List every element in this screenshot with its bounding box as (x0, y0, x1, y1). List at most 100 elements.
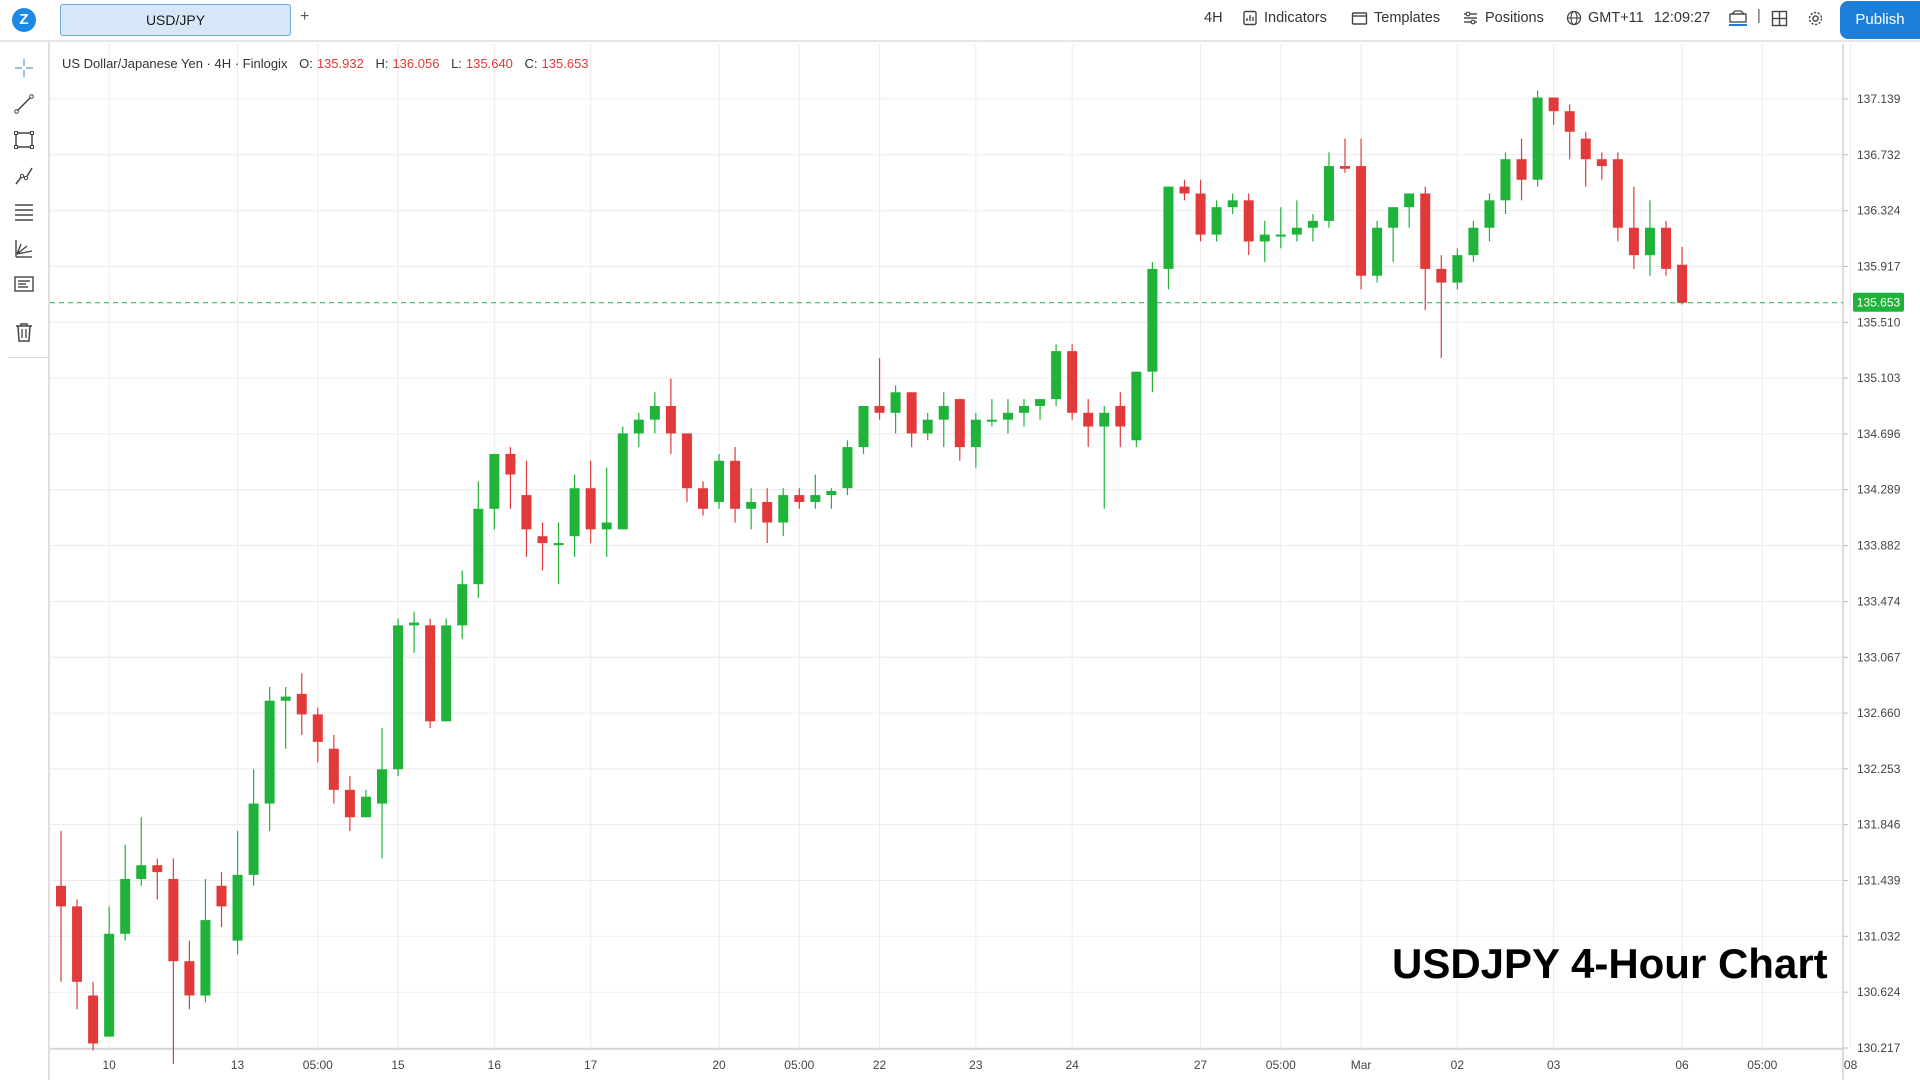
candle-body (1500, 159, 1511, 201)
text-note-icon[interactable] (12, 272, 36, 296)
legend-close-value: 135.653 (541, 56, 589, 71)
add-tab-button[interactable]: + (300, 8, 310, 25)
candle-body (1388, 207, 1399, 228)
candle-body (874, 405, 885, 413)
indicators-button[interactable]: Indicators (1242, 10, 1327, 26)
candle-body (681, 433, 692, 489)
screenshot-button[interactable] (1728, 9, 1748, 27)
time-tick-label: 08 (1844, 1058, 1858, 1072)
candle-body (1179, 186, 1190, 194)
candle-body (248, 803, 259, 875)
price-tick-label: 134.289 (1857, 483, 1901, 497)
candle-body (970, 419, 981, 448)
candle-body (1323, 166, 1334, 221)
candle-body (200, 920, 211, 996)
last-price-badge (1853, 292, 1904, 312)
candle-body (441, 625, 452, 722)
top-toolbar: Z USD/JPY + 4H Indicators Templates Posi… (0, 0, 1920, 42)
candle-body (890, 392, 901, 413)
candle-body (1644, 227, 1655, 256)
templates-button[interactable]: Templates (1351, 10, 1440, 26)
time-tick-label: 16 (488, 1058, 502, 1072)
settings-button[interactable] (1807, 10, 1824, 27)
candle-body (858, 405, 869, 448)
price-tick-label: 136.324 (1857, 204, 1901, 218)
time-tick-label: 24 (1065, 1058, 1079, 1072)
toolbar-divider (8, 357, 48, 358)
candle-body (505, 453, 516, 475)
templates-label: Templates (1374, 10, 1441, 26)
candle-body (826, 490, 837, 496)
candle-body (1243, 200, 1254, 242)
drawing-toolbar (0, 42, 50, 1080)
candle-body (264, 700, 275, 804)
time-tick-label: 23 (969, 1058, 983, 1072)
fib-icon[interactable] (12, 164, 36, 188)
pitchfork-icon[interactable] (12, 236, 36, 260)
legend-open-label: O: (299, 56, 313, 71)
candle-body (1227, 200, 1238, 208)
crosshair-icon[interactable] (12, 56, 36, 80)
candle-body (1628, 227, 1639, 256)
candle-body (1548, 97, 1559, 112)
rectangle-icon[interactable] (12, 128, 36, 152)
last-price-label: 135.653 (1857, 296, 1901, 310)
candle-body (489, 453, 500, 509)
candle-body (698, 488, 708, 509)
legend-low-value: 135.640 (465, 56, 513, 71)
app-logo-icon[interactable]: Z (12, 8, 36, 32)
indicators-icon (1242, 10, 1258, 26)
time-tick-label: 05:00 (1747, 1058, 1777, 1072)
candle-body (216, 885, 227, 907)
candle-body (1404, 193, 1415, 208)
chart-legend: US Dollar/Japanese Yen · 4H · Finlogix O… (62, 56, 589, 71)
legend-open-value: 135.932 (316, 56, 364, 71)
symbol-tab[interactable]: USD/JPY (60, 4, 291, 36)
candle-body (585, 488, 596, 530)
time-tick-label: 17 (584, 1058, 598, 1072)
time-tick-label: 05:00 (784, 1058, 814, 1072)
legend-symbol-name: US Dollar/Japanese Yen · 4H · Finlogix (62, 56, 288, 71)
legend-low-label: L: (451, 56, 462, 71)
price-tick-label: 137.139 (1857, 92, 1901, 106)
camera-icon (1728, 9, 1748, 27)
candle-body (810, 495, 821, 502)
price-tick-label: 136.732 (1857, 148, 1901, 162)
candle-body (473, 508, 484, 585)
candle-body (1291, 227, 1302, 235)
price-tick-label: 135.103 (1857, 371, 1901, 385)
candle-body (1195, 193, 1206, 235)
candle-body (360, 796, 371, 818)
trash-icon[interactable] (12, 320, 36, 344)
publish-button[interactable]: Publish (1840, 1, 1920, 39)
parallel-channel-icon[interactable] (12, 200, 36, 224)
time-tick-label: 27 (1194, 1058, 1208, 1072)
legend-close-label: C: (524, 56, 538, 71)
interval-button[interactable]: 4H (1204, 10, 1223, 26)
candle-body (296, 693, 307, 715)
candle-body (377, 769, 387, 804)
timezone-button[interactable]: GMT+11 12:09:27 (1566, 10, 1710, 26)
time-tick-label: 06 (1675, 1058, 1689, 1072)
trend-line-icon[interactable] (12, 92, 36, 116)
candle-body (184, 961, 195, 996)
positions-label: Positions (1485, 10, 1544, 26)
chart-watermark: USDJPY 4-Hour Chart (1392, 940, 1828, 987)
candle-body (569, 488, 580, 537)
positions-button[interactable]: Positions (1462, 10, 1544, 26)
indicators-label: Indicators (1264, 10, 1327, 26)
candle-body (778, 495, 789, 523)
layout-button[interactable] (1771, 10, 1788, 27)
candle-body (280, 696, 291, 701)
templates-icon (1351, 10, 1368, 26)
time-tick-label: 10 (102, 1058, 116, 1072)
candle-body (665, 405, 676, 434)
price-tick-label: 131.846 (1857, 818, 1901, 832)
candle-body (1131, 371, 1142, 441)
candle-body (1019, 405, 1029, 413)
candle-body (457, 584, 468, 626)
layout-grid-icon (1771, 10, 1788, 27)
candle-body (1275, 234, 1286, 237)
price-tick-label: 130.624 (1857, 985, 1901, 999)
